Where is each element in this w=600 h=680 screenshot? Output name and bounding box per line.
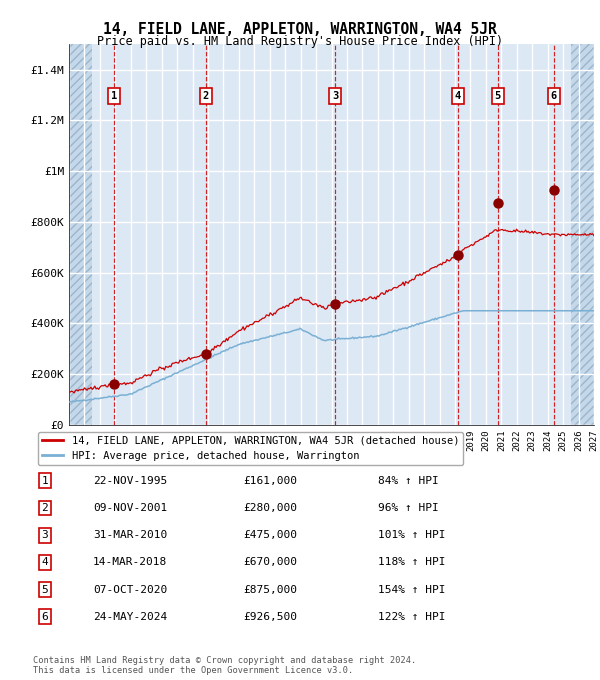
Text: 24-MAY-2024: 24-MAY-2024 xyxy=(93,612,167,622)
Text: 14, FIELD LANE, APPLETON, WARRINGTON, WA4 5JR: 14, FIELD LANE, APPLETON, WARRINGTON, WA… xyxy=(103,22,497,37)
Text: 07-OCT-2020: 07-OCT-2020 xyxy=(93,585,167,594)
Text: £161,000: £161,000 xyxy=(243,476,297,486)
Bar xyxy=(69,44,92,425)
Text: £280,000: £280,000 xyxy=(243,503,297,513)
Text: 5: 5 xyxy=(41,585,49,594)
Text: 6: 6 xyxy=(41,612,49,622)
Text: 1: 1 xyxy=(110,90,117,101)
Text: 118% ↑ HPI: 118% ↑ HPI xyxy=(378,558,445,567)
Text: 09-NOV-2001: 09-NOV-2001 xyxy=(93,503,167,513)
Text: 22-NOV-1995: 22-NOV-1995 xyxy=(93,476,167,486)
Text: 101% ↑ HPI: 101% ↑ HPI xyxy=(378,530,445,540)
Text: 5: 5 xyxy=(494,90,501,101)
Text: 3: 3 xyxy=(332,90,338,101)
Text: 1: 1 xyxy=(41,476,49,486)
Text: 2: 2 xyxy=(41,503,49,513)
Text: £926,500: £926,500 xyxy=(243,612,297,622)
Text: £875,000: £875,000 xyxy=(243,585,297,594)
Text: £670,000: £670,000 xyxy=(243,558,297,567)
Text: 4: 4 xyxy=(455,90,461,101)
Text: £475,000: £475,000 xyxy=(243,530,297,540)
Bar xyxy=(571,44,594,425)
Text: Contains HM Land Registry data © Crown copyright and database right 2024.: Contains HM Land Registry data © Crown c… xyxy=(33,656,416,665)
Text: 6: 6 xyxy=(551,90,557,101)
Text: 14-MAR-2018: 14-MAR-2018 xyxy=(93,558,167,567)
Text: 3: 3 xyxy=(41,530,49,540)
Text: 31-MAR-2010: 31-MAR-2010 xyxy=(93,530,167,540)
Text: 84% ↑ HPI: 84% ↑ HPI xyxy=(378,476,439,486)
Text: This data is licensed under the Open Government Licence v3.0.: This data is licensed under the Open Gov… xyxy=(33,666,353,675)
Text: 96% ↑ HPI: 96% ↑ HPI xyxy=(378,503,439,513)
Text: 4: 4 xyxy=(41,558,49,567)
Text: 2: 2 xyxy=(203,90,209,101)
Text: Price paid vs. HM Land Registry's House Price Index (HPI): Price paid vs. HM Land Registry's House … xyxy=(97,35,503,48)
Text: 154% ↑ HPI: 154% ↑ HPI xyxy=(378,585,445,594)
Legend: 14, FIELD LANE, APPLETON, WARRINGTON, WA4 5JR (detached house), HPI: Average pri: 14, FIELD LANE, APPLETON, WARRINGTON, WA… xyxy=(38,432,463,465)
Text: 122% ↑ HPI: 122% ↑ HPI xyxy=(378,612,445,622)
